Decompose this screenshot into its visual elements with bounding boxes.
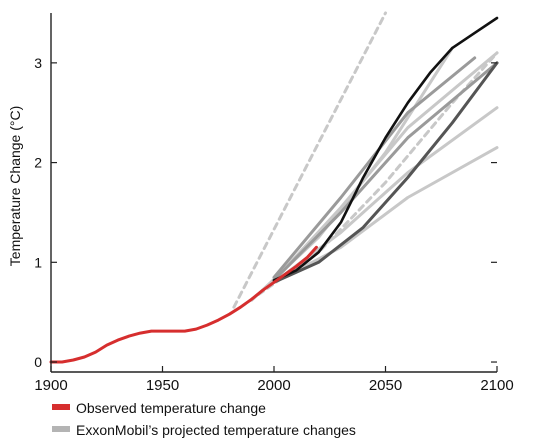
y-axis-label: Temperature Change (°C) <box>7 106 23 266</box>
ticks: 1900 1950 2000 2050 2100 0 1 2 3 <box>34 55 513 394</box>
axes <box>50 13 497 373</box>
observed-temperature-line <box>49 245 318 364</box>
projection-line-1 <box>232 11 387 309</box>
legend-swatch-projected <box>52 426 70 432</box>
x-tick-label: 2050 <box>369 377 402 394</box>
legend-label-projected: ExxonMobil’s projected temperature chang… <box>76 422 356 438</box>
projection-line-10 <box>272 16 499 282</box>
y-tick-label: 1 <box>34 254 42 270</box>
legend-label-observed: Observed temperature change <box>76 400 266 416</box>
series-layer <box>49 11 499 364</box>
x-tick-label: 1900 <box>34 377 67 394</box>
y-tick-label: 3 <box>34 55 42 71</box>
projection-line-9 <box>272 61 499 284</box>
y-tick-label: 0 <box>34 354 42 370</box>
projection-line-4 <box>272 146 499 284</box>
x-tick-label: 1950 <box>146 377 179 394</box>
legend: Observed temperature change ExxonMobil’s… <box>52 400 356 438</box>
x-tick-label: 2000 <box>257 377 290 394</box>
projection-line-3 <box>250 46 454 302</box>
x-tick-label: 2100 <box>480 377 513 394</box>
legend-swatch-observed <box>52 404 70 410</box>
projection-line-7 <box>272 61 499 282</box>
projection-line-6 <box>272 51 499 282</box>
y-tick-label: 2 <box>34 155 42 171</box>
